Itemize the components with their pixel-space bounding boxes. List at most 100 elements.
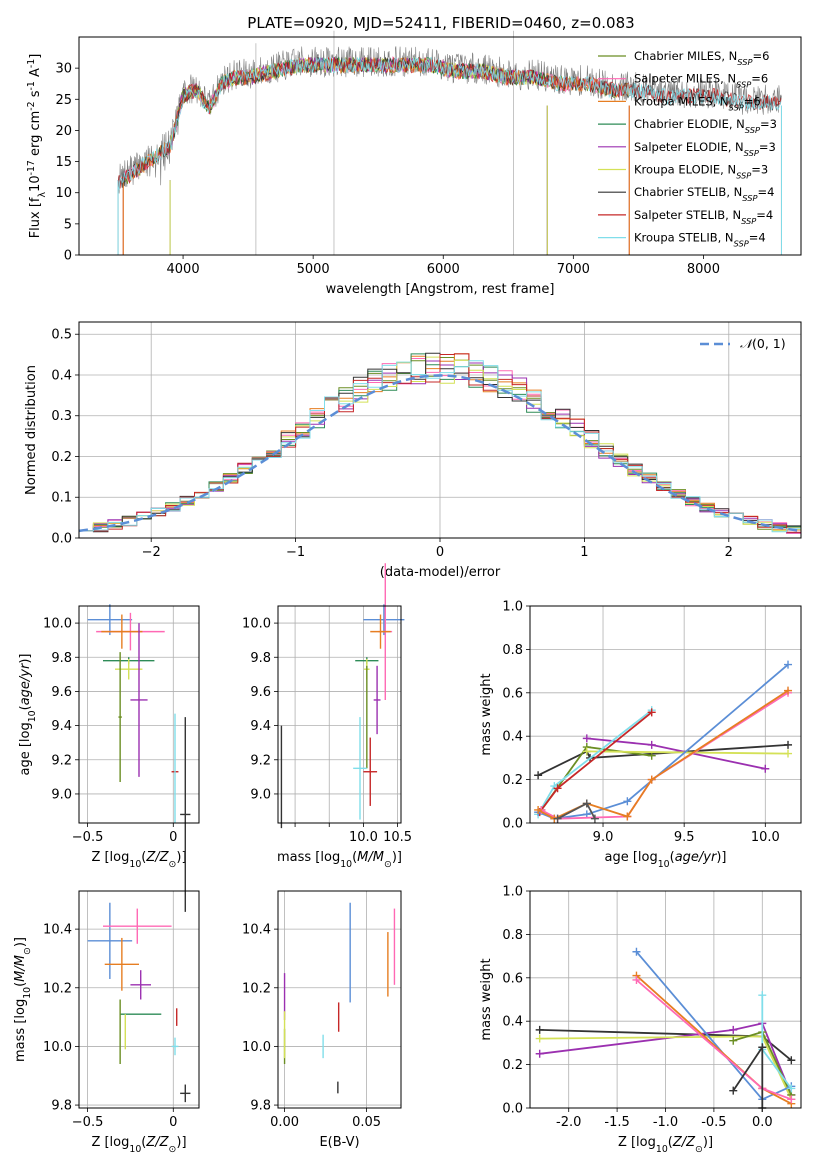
weight-marker [729,1025,738,1034]
weight-vs-metallicity-panel: -2.0 -1.5 -1.0 -0.5 0.0 0.0 0.2 0.4 0.6 0.8 1.0 Z [… [479,885,802,1155]
y-tick-label: 10.4 [43,923,72,938]
y-tick-label: 0.5 [51,328,72,343]
weight-marker [784,660,793,669]
weight-marker [758,991,767,1000]
y-tick-label: 10.2 [43,981,72,996]
model-spectrum-line [117,56,782,191]
weight-series-line [586,750,789,755]
y-tick-label: 9.0 [51,787,72,802]
legend-label: Salpeter ELODIE, NSSP=3 [634,140,776,158]
y-tick-label: 0.1 [51,491,72,506]
weight-marker [784,749,793,758]
y-tick-label: 30 [55,62,72,77]
x-tick-label: 0.05 [352,1115,381,1130]
y-tick-label: 10.0 [242,1040,271,1055]
weight-marker [758,1043,767,1052]
y-axis-label: mass weight [479,673,494,755]
y-tick-label: 0.8 [502,928,523,943]
x-axis-label: age [log10(age/yr)] [604,850,726,870]
y-tick-label: 9.6 [250,685,271,700]
weight-marker [647,775,656,784]
y-tick-label: 0.4 [51,368,72,383]
x-tick-label: -0.5 [701,1115,726,1130]
weight-marker [784,686,793,695]
age-vs-metallicity-panel: −0.5 0 9.0 9.2 9.4 9.6 9.8 10.0 Z [log10(Z/Z⊙)] a… [18,604,200,912]
y-axis-label: mass weight [479,958,494,1040]
weight-marker [729,1036,738,1045]
y-tick-label: 10.0 [43,617,72,632]
x-tick-label: 0 [436,545,444,560]
weight-series-line [538,711,653,813]
x-tick-label: -1.5 [604,1115,629,1130]
weight-marker [553,784,562,793]
weight-marker [761,764,770,773]
y-axis-label: mass [log10(M/M⊙)] [13,937,33,1062]
spectrum-panel: 4000 5000 6000 7000 8000 0 5 10 15 20 25 30 waveleng… [26,30,802,297]
x-tick-label: 4000 [167,262,200,277]
weight-marker [647,708,656,717]
y-tick-label: 9.8 [51,1099,72,1114]
y-tick-label: 0.6 [502,686,523,701]
x-tick-label: 0.0 [752,1115,773,1130]
axes-frame [529,890,802,1109]
y-tick-label: 0.4 [502,730,523,745]
y-axis-label: age [log10(age/yr)] [18,653,38,775]
normal-reference-curve [78,374,802,533]
weight-marker [535,1025,544,1034]
weight-marker [647,751,656,760]
x-tick-label: 0 [169,830,177,845]
x-tick-label: 10.5 [383,830,412,845]
x-axis-label: (data-model)/error [380,565,501,580]
legend-label: Chabrier MILES, NSSP=6 [634,49,769,67]
x-axis-label: wavelength [Angstrom, rest frame] [326,282,555,297]
weight-series-line [732,1044,764,1108]
weight-marker [535,1034,544,1043]
legend-label: Kroupa STELIB, NSSP=4 [634,231,766,249]
y-tick-label: 9.2 [51,753,72,768]
weight-marker [534,805,543,814]
x-axis-label: E(B-V) [319,1135,359,1150]
weight-marker [553,814,562,823]
y-tick-label: 10.2 [242,981,271,996]
x-tick-label: −0.5 [72,1115,104,1130]
weight-marker [623,812,632,821]
weight-marker [647,740,656,749]
x-axis-label: Z [log10(Z/Z⊙)] [91,1135,186,1155]
observed-spectrum-line [117,46,782,194]
age-vs-mass-panel: 10.0 10.5 9.0 9.2 9.4 9.6 9.8 10.0 mass [log10(M… [242,563,412,870]
model-spectrum-line [122,57,630,184]
weight-marker [784,740,793,749]
y-tick-label: 20 [55,124,72,139]
axes-frame [78,321,802,539]
legend-label: Salpeter STELIB, NSSP=4 [634,208,773,226]
x-axis-label: mass [log10(M/M⊙)] [277,850,402,870]
y-tick-label: 0.0 [502,817,523,832]
y-tick-label: 25 [55,93,72,108]
weight-series-line [537,689,789,820]
y-tick-label: 0.6 [502,971,523,986]
y-tick-label: 0.4 [502,1015,523,1030]
y-tick-label: 9.4 [250,719,271,734]
weight-marker [582,799,591,808]
y-tick-label: 0.2 [51,450,72,465]
legend-label: 𝒩(0, 1) [740,336,786,351]
weight-marker [623,797,632,806]
weight-marker [582,734,591,743]
x-tick-label: 0 [169,1115,177,1130]
y-tick-label: 15 [55,155,72,170]
figure-title: PLATE=0920, MJD=52411, FIBERID=0460, z=0… [247,14,634,32]
weight-series-line [537,663,789,820]
y-tick-label: 0.0 [502,1102,523,1117]
axes-frame [529,605,802,824]
axes-frame [78,605,200,824]
y-tick-label: 5 [64,217,72,232]
weight-marker [590,814,599,823]
y-tick-label: 9.8 [250,1099,271,1114]
x-tick-label: 7000 [557,262,590,277]
x-tick-label: 6000 [427,262,460,277]
x-tick-label: −2 [142,545,161,560]
mass-vs-ebv-panel: 0.00 0.05 9.8 10.0 10.2 10.4 E(B-V) [242,890,402,1150]
y-tick-label: 0.3 [51,409,72,424]
y-tick-label: 10.4 [242,923,271,938]
x-tick-label: -2.0 [556,1115,581,1130]
